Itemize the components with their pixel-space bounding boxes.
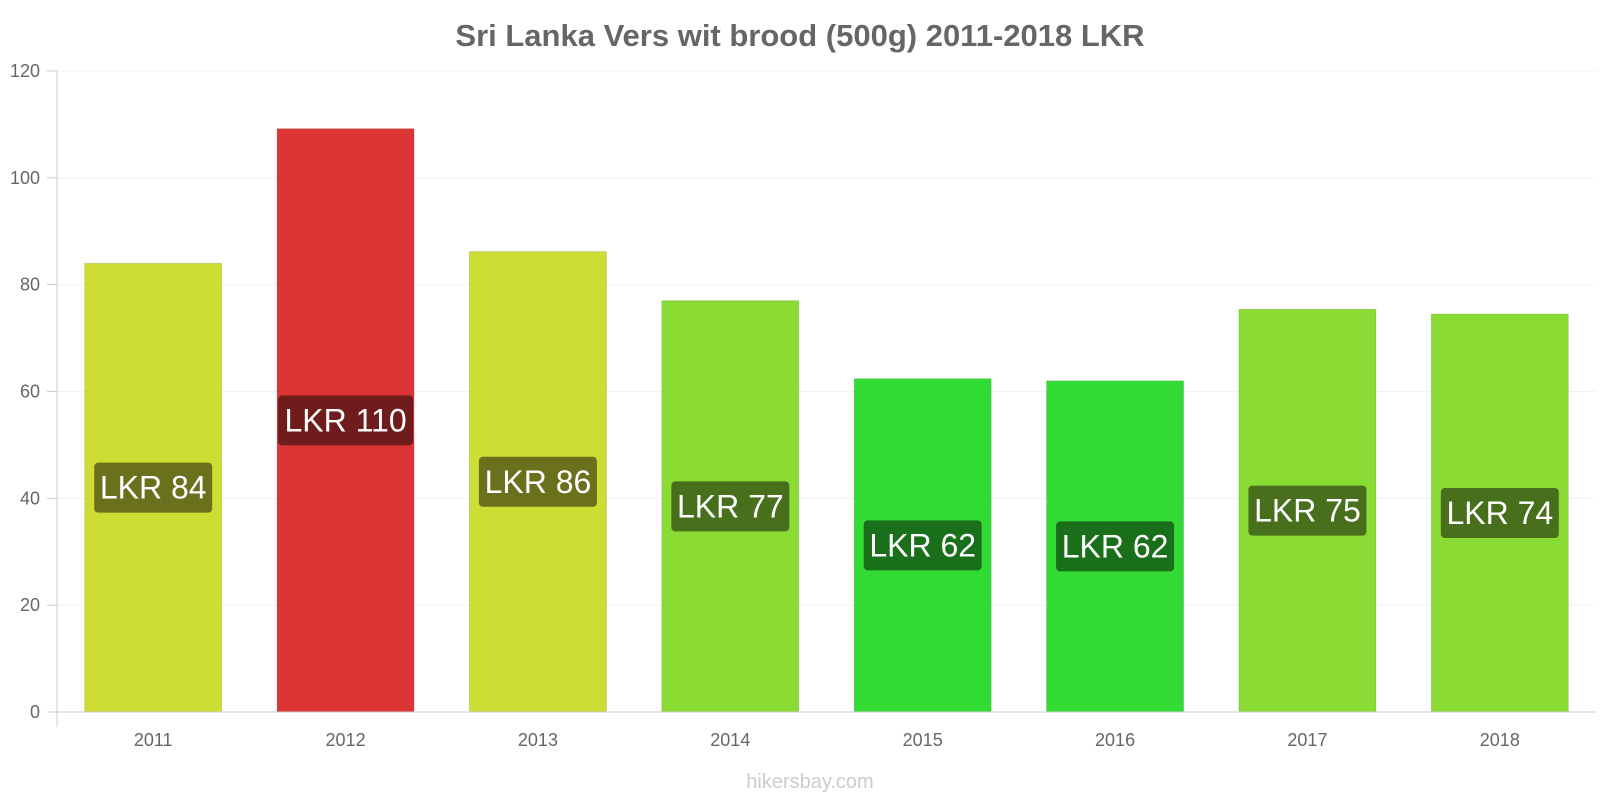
data-label-box bbox=[478, 456, 597, 507]
data-label-text: LKR 75 bbox=[1254, 493, 1361, 529]
x-tick-label: 2012 bbox=[326, 730, 366, 750]
source-credit: hikersbay.com bbox=[746, 771, 873, 793]
x-tick-label: 2011 bbox=[134, 730, 173, 750]
y-tick-label: 100 bbox=[10, 168, 40, 188]
data-label-2014: LKR 77 bbox=[671, 481, 790, 532]
data-label-text: LKR 62 bbox=[869, 527, 976, 563]
data-label-2018: LKR 74 bbox=[1440, 488, 1559, 539]
y-tick-label: 60 bbox=[20, 382, 40, 402]
data-label-text: LKR 62 bbox=[1062, 528, 1169, 564]
data-label-box bbox=[863, 520, 982, 571]
y-tick-label: 0 bbox=[30, 702, 40, 722]
y-tick-label: 80 bbox=[20, 275, 40, 295]
x-tick-label: 2016 bbox=[1095, 730, 1135, 750]
data-label-2013: LKR 86 bbox=[478, 456, 597, 507]
data-label-box bbox=[94, 462, 213, 513]
data-label-text: LKR 74 bbox=[1446, 495, 1553, 531]
x-tick-label: 2014 bbox=[710, 730, 750, 750]
x-tick-label: 2013 bbox=[518, 730, 558, 750]
y-tick-label: 40 bbox=[20, 488, 40, 508]
x-tick-label: 2018 bbox=[1480, 730, 1520, 750]
data-label-text: LKR 77 bbox=[677, 488, 784, 524]
data-label-box bbox=[1440, 488, 1559, 539]
y-axis-ticks: 0 20 40 60 80 100 120 bbox=[10, 61, 57, 722]
data-label-2011: LKR 84 bbox=[94, 462, 213, 513]
data-label-2017: LKR 75 bbox=[1248, 485, 1367, 536]
x-axis-ticks: 2011 2012 2013 2014 2015 2016 2017 2018 bbox=[134, 730, 1520, 750]
y-tick-label: 120 bbox=[10, 61, 40, 81]
x-tick-label: 2017 bbox=[1287, 730, 1327, 750]
data-label-box bbox=[1056, 521, 1175, 572]
y-tick-label: 20 bbox=[20, 595, 40, 615]
data-label-box bbox=[278, 395, 414, 446]
data-label-text: LKR 84 bbox=[100, 470, 207, 506]
data-label-box bbox=[1248, 485, 1367, 536]
data-label-2012: LKR 110 bbox=[278, 395, 414, 446]
data-label-text: LKR 86 bbox=[485, 464, 592, 500]
data-label-text: LKR 110 bbox=[284, 402, 406, 438]
data-label-box bbox=[671, 481, 790, 532]
data-label-2015: LKR 62 bbox=[863, 520, 982, 571]
data-labels: LKR 84 LKR 110 LKR 86 LKR 77 LKR 62 LKR 62 LKR… bbox=[94, 395, 1559, 572]
x-tick-label: 2015 bbox=[903, 730, 943, 750]
chart-title: Sri Lanka Vers wit brood (500g) 2011-201… bbox=[455, 18, 1144, 53]
data-label-2016: LKR 62 bbox=[1056, 521, 1175, 572]
